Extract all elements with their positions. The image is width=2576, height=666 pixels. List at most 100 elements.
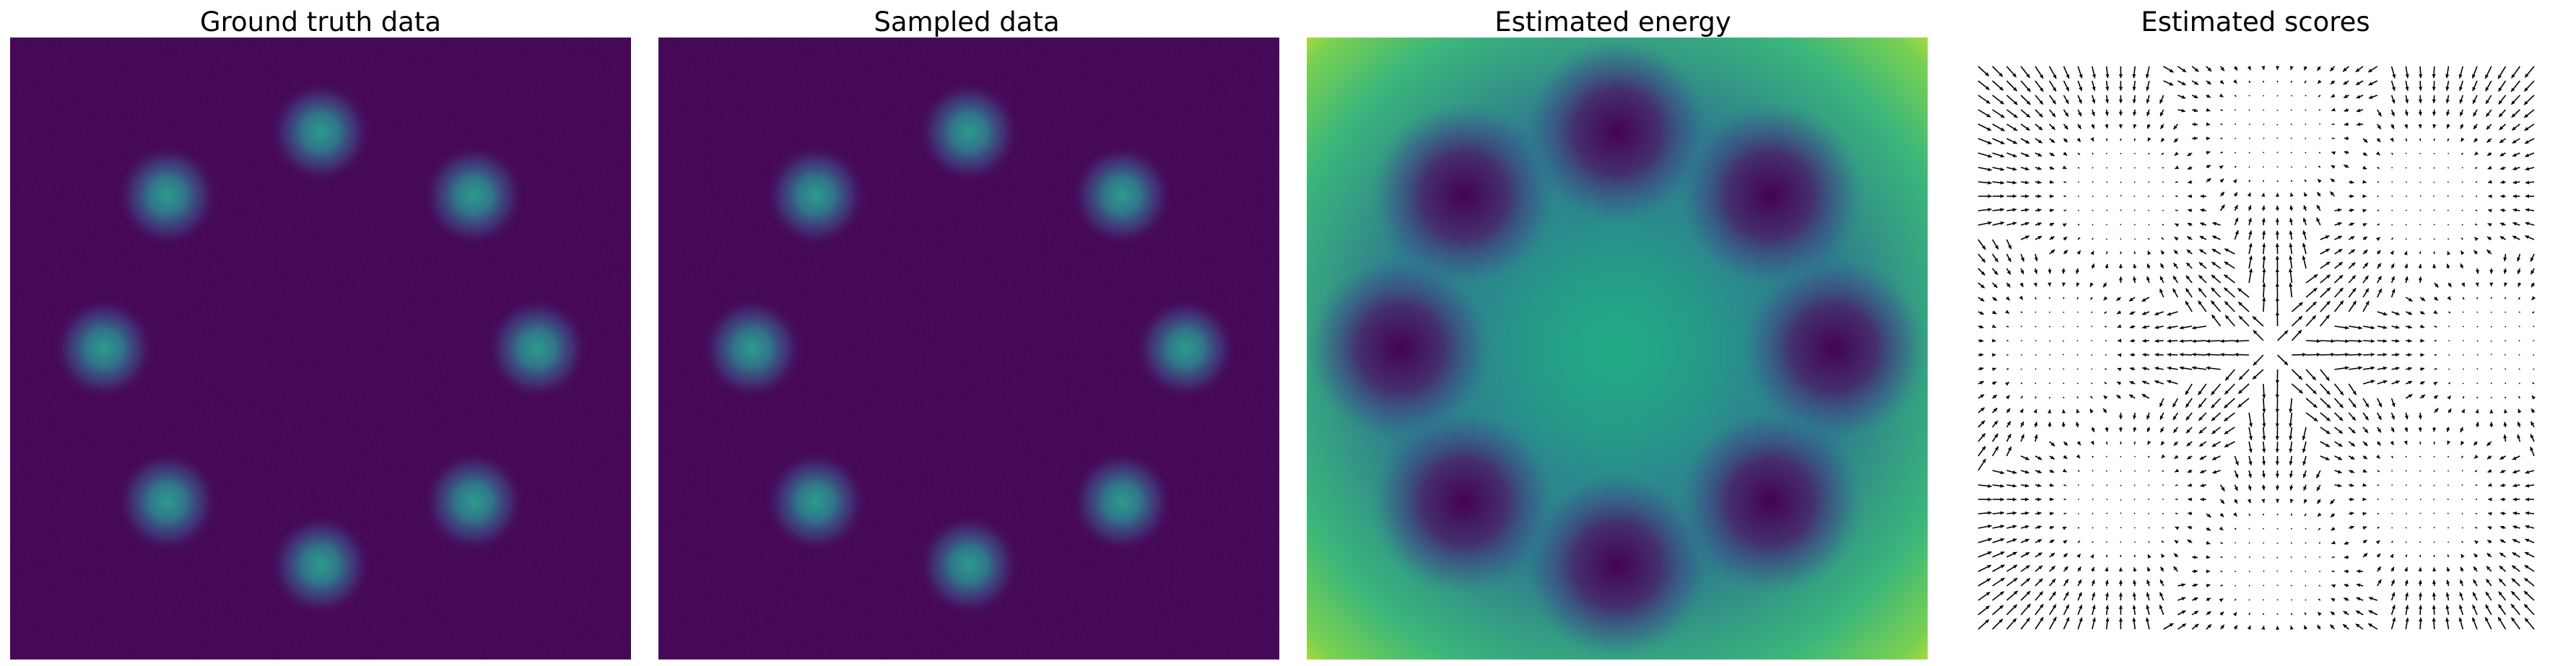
score-arrowhead: [2199, 262, 2203, 266]
score-arrowhead: [2185, 288, 2190, 293]
score-arrowhead: [2338, 443, 2343, 447]
score-arrowhead: [2472, 87, 2476, 92]
score-arrowhead: [2486, 139, 2492, 143]
score-arrow: [2076, 396, 2079, 399]
score-arrowhead: [2299, 389, 2303, 394]
score-arrowhead: [2344, 108, 2349, 112]
score-arrowhead: [2147, 250, 2151, 255]
score-arrowhead: [2330, 624, 2334, 629]
score-arrowhead: [2237, 403, 2242, 408]
score-arrowhead: [2391, 403, 2396, 407]
score-arrowhead: [2350, 180, 2354, 184]
score-arrowhead: [2368, 82, 2373, 86]
score-arrowhead: [2525, 525, 2530, 529]
score-arrow: [2377, 223, 2380, 226]
score-arrowhead: [2405, 87, 2409, 91]
score-arrowhead: [2187, 236, 2192, 240]
score-arrowhead: [2370, 325, 2375, 330]
score-arrowhead: [1999, 87, 2003, 91]
score-arrowhead: [2040, 604, 2044, 608]
score-arrowhead: [2355, 68, 2360, 72]
score-arrowhead: [2302, 461, 2307, 465]
score-arrowhead: [2181, 108, 2185, 113]
score-arrow: [2447, 527, 2450, 529]
score-arrowhead: [2390, 428, 2395, 432]
score-arrow: [2447, 238, 2450, 240]
score-arrow: [2304, 612, 2307, 615]
score-arrowhead: [2253, 375, 2257, 380]
score-arrowhead: [2408, 394, 2413, 398]
score-arrow: [2391, 470, 2393, 472]
score-arrowhead: [2460, 250, 2465, 255]
energy-well-3: [1523, 38, 1711, 226]
score-arrowhead: [2050, 250, 2055, 254]
score-arrowhead: [2408, 380, 2412, 385]
score-arrowhead: [2185, 416, 2190, 421]
score-arrowhead: [2220, 352, 2224, 356]
score-arrowhead: [2498, 74, 2502, 79]
score-arrowhead: [1982, 446, 1986, 450]
score-arrowhead: [2160, 276, 2164, 281]
score-arrowhead: [2433, 310, 2437, 314]
score-arrowhead: [2356, 610, 2360, 615]
score-arrowhead: [2432, 579, 2437, 584]
score-arrowhead: [2167, 312, 2172, 316]
score-arrowhead: [2194, 623, 2199, 628]
score-arrowhead: [2050, 166, 2054, 170]
score-arrowhead: [1988, 551, 1992, 555]
score-arrowhead: [2391, 592, 2396, 597]
score-arrowhead: [2000, 221, 2004, 225]
score-arrowhead: [2132, 99, 2136, 103]
score-arrow: [2391, 209, 2393, 211]
score-arrowhead: [2025, 235, 2029, 240]
score-arrowhead: [2289, 461, 2293, 465]
score-arrowhead: [1993, 395, 1997, 399]
score-arrowhead: [2432, 567, 2437, 571]
score-arrowhead: [2525, 483, 2530, 488]
score-arrowhead: [2000, 538, 2005, 542]
score-arrowhead: [2012, 180, 2016, 185]
score-arrowhead: [2063, 138, 2068, 143]
score-arrow: [2318, 527, 2321, 530]
score-arrowhead: [2186, 442, 2191, 447]
score-arrowhead: [2343, 81, 2348, 85]
score-arrowhead: [2289, 268, 2293, 273]
score-arrow: [2220, 584, 2223, 587]
score-arrow: [2133, 251, 2136, 255]
score-arrowhead: [2352, 288, 2357, 292]
score-arrowhead: [2350, 497, 2354, 501]
score-arrowhead: [1980, 353, 1984, 357]
score-arrowhead: [2355, 623, 2360, 628]
score-arrowhead: [2234, 486, 2238, 491]
score-arrowhead: [2206, 555, 2210, 559]
score-arrowhead: [2024, 222, 2029, 226]
score-arrowhead: [2160, 579, 2164, 584]
score-arrowhead: [2531, 395, 2536, 400]
score-arrowhead: [2206, 527, 2211, 531]
score-arrowhead: [2062, 165, 2067, 169]
score-arrowhead: [2076, 138, 2081, 142]
score-arrowhead: [2446, 579, 2450, 584]
score-arrowhead: [2161, 250, 2165, 255]
score-arrowhead: [2118, 592, 2123, 597]
score-arrowhead: [1981, 258, 1985, 263]
score-arrowhead: [2446, 112, 2450, 116]
score-arrowhead: [2233, 625, 2237, 630]
score-arrowhead: [2318, 612, 2322, 616]
score-arrowhead: [2248, 230, 2253, 235]
score-arrowhead: [2338, 262, 2343, 266]
score-arrowhead: [2050, 236, 2055, 240]
score-arrowhead: [2062, 527, 2067, 530]
score-arrowhead: [2001, 564, 2005, 569]
score-arrow: [2474, 470, 2478, 473]
score-arrowhead: [2207, 624, 2211, 628]
score-arrowhead: [2211, 430, 2216, 434]
score-arrowhead: [2276, 193, 2280, 197]
score-arrowhead: [2419, 74, 2423, 79]
score-arrowhead: [2160, 566, 2164, 571]
score-arrowhead: [2390, 554, 2394, 558]
score-arrowhead: [2500, 209, 2505, 213]
score-arrowhead: [2008, 245, 2011, 250]
score-arrowhead: [2091, 428, 2095, 432]
score-arrowhead: [2432, 428, 2437, 432]
